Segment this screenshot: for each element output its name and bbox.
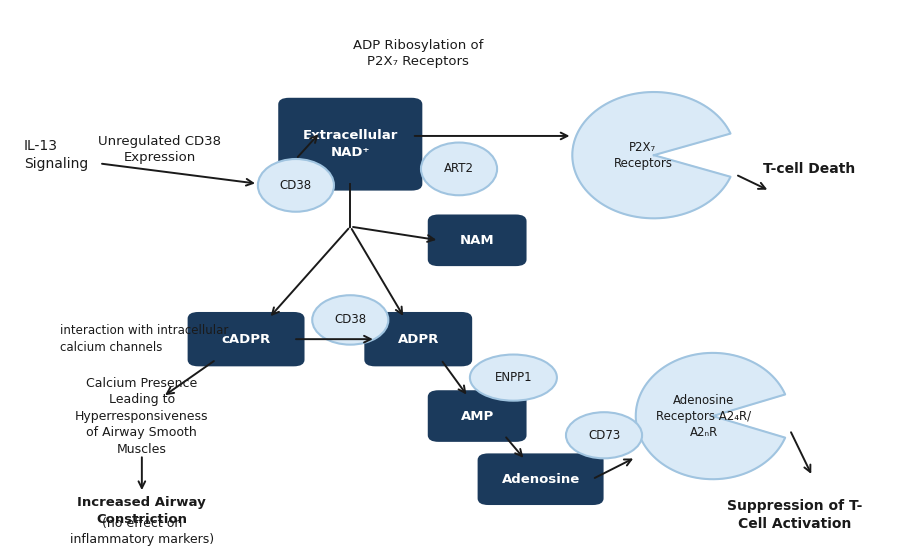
Text: ART2: ART2	[444, 162, 474, 176]
FancyBboxPatch shape	[187, 312, 305, 367]
Polygon shape	[635, 353, 785, 479]
FancyBboxPatch shape	[428, 390, 526, 442]
Text: cADPR: cADPR	[222, 333, 271, 346]
Text: T-cell Death: T-cell Death	[763, 162, 854, 176]
Ellipse shape	[421, 142, 497, 195]
FancyBboxPatch shape	[428, 215, 526, 266]
Ellipse shape	[470, 354, 557, 401]
Text: NAM: NAM	[460, 234, 494, 247]
Text: ADPR: ADPR	[397, 333, 439, 346]
Text: ADP Ribosylation of
P2X₇ Receptors: ADP Ribosylation of P2X₇ Receptors	[353, 39, 484, 68]
Ellipse shape	[566, 412, 642, 458]
FancyBboxPatch shape	[365, 312, 472, 367]
Ellipse shape	[258, 159, 334, 212]
Text: AMP: AMP	[461, 410, 494, 422]
Text: Suppression of T-
Cell Activation: Suppression of T- Cell Activation	[726, 499, 862, 531]
Ellipse shape	[312, 295, 388, 344]
Text: interaction with intracellular
calcium channels: interaction with intracellular calcium c…	[60, 325, 229, 354]
Text: Calcium Presence
Leading to
Hyperresponsiveness
of Airway Smooth
Muscles: Calcium Presence Leading to Hyperrespons…	[75, 376, 208, 455]
Text: CD38: CD38	[335, 314, 366, 326]
Text: Extracellular
NAD⁺: Extracellular NAD⁺	[303, 129, 398, 159]
Text: Increased Airway
Constriction: Increased Airway Constriction	[77, 496, 206, 526]
Text: (no effect on
inflammatory markers): (no effect on inflammatory markers)	[70, 517, 214, 546]
FancyBboxPatch shape	[477, 453, 604, 505]
FancyBboxPatch shape	[278, 98, 423, 190]
Text: ENPP1: ENPP1	[494, 371, 532, 384]
Text: Unregulated CD38
Expression: Unregulated CD38 Expression	[98, 135, 222, 164]
Text: Adenosine
Receptors A2₄R/
A2ₙR: Adenosine Receptors A2₄R/ A2ₙR	[656, 394, 751, 438]
Text: CD38: CD38	[280, 179, 312, 192]
Text: P2X₇
Receptors: P2X₇ Receptors	[614, 141, 673, 169]
Polygon shape	[573, 92, 731, 219]
Text: CD73: CD73	[588, 429, 620, 442]
Text: IL-13
Signaling: IL-13 Signaling	[24, 139, 88, 171]
Text: Adenosine: Adenosine	[502, 473, 580, 486]
